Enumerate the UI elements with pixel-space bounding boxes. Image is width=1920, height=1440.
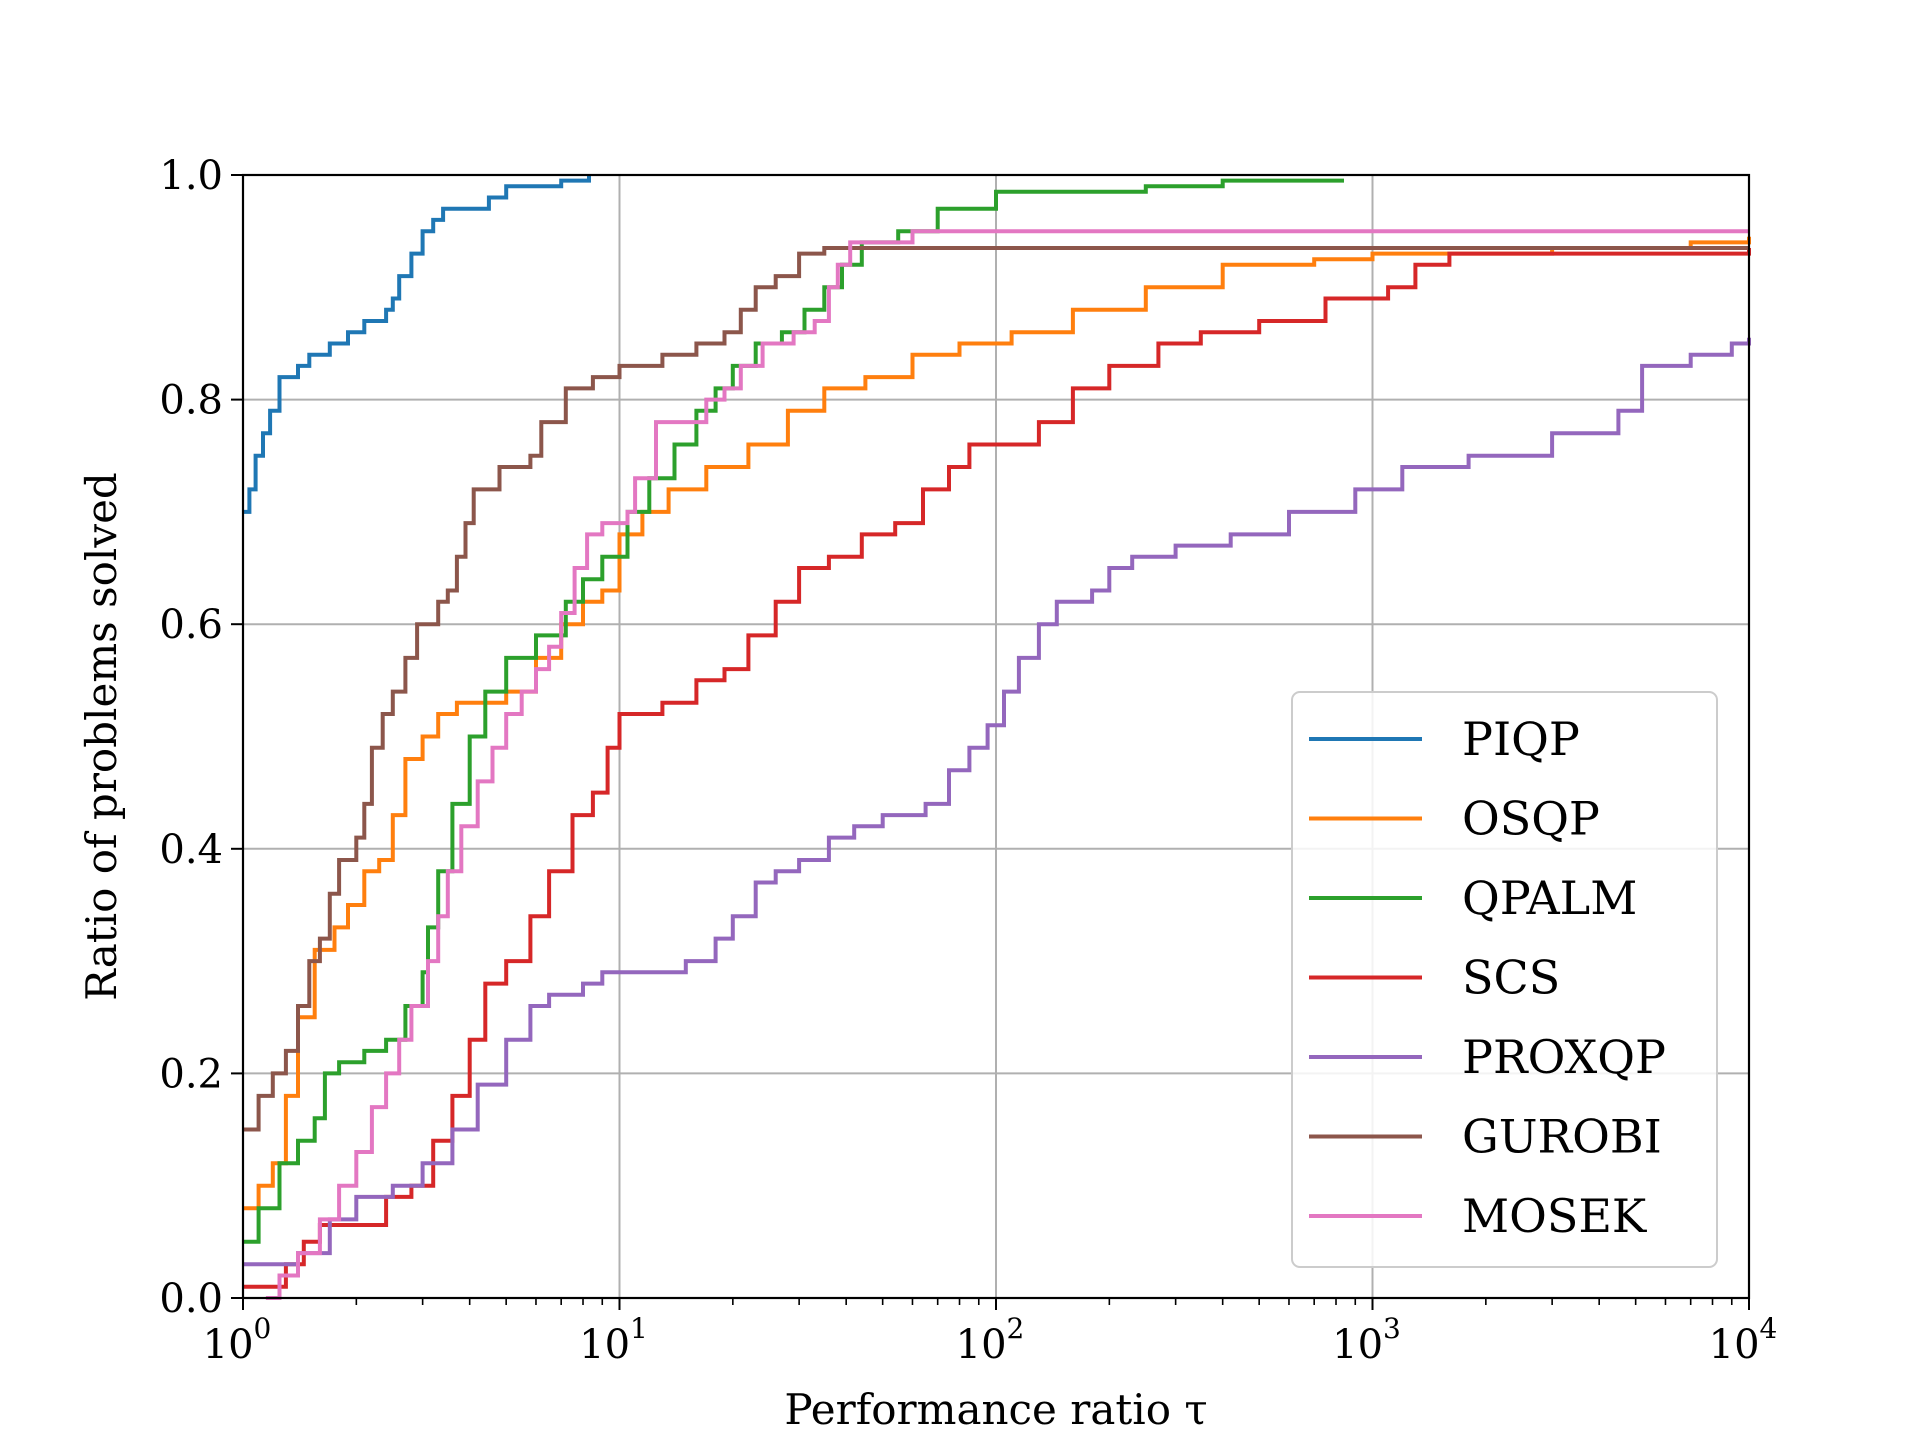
legend-label: SCS bbox=[1462, 951, 1560, 1005]
series-line-osqp bbox=[243, 236, 1751, 1211]
legend-label: QPALM bbox=[1462, 871, 1637, 925]
legend-label: PROXQP bbox=[1462, 1030, 1666, 1084]
series-line-proxqp bbox=[243, 337, 1751, 1267]
series-lines bbox=[243, 175, 1751, 1300]
legend-box bbox=[1291, 691, 1718, 1268]
y-tick-label: 0.2 bbox=[159, 1051, 223, 1097]
x-tick-label: 100 bbox=[203, 1312, 272, 1368]
series-line-gurobi bbox=[243, 246, 1749, 1132]
legend: PIQP OSQP QPALM SCS PROXQP GUROBI MOSEK bbox=[1291, 691, 1718, 1268]
legend-label: OSQP bbox=[1462, 792, 1600, 846]
x-tick-label: 101 bbox=[579, 1312, 648, 1368]
legend-label: MOSEK bbox=[1462, 1189, 1648, 1243]
legend-label: GUROBI bbox=[1462, 1110, 1662, 1164]
x-tick-label: 104 bbox=[1709, 1312, 1778, 1368]
axis-ticks: 100 101 102 103 104 0.0 0.2 0.4 0.6 0.8 1.0 bbox=[159, 153, 1777, 1368]
y-tick-label: 0.0 bbox=[159, 1276, 223, 1322]
y-tick-label: 0.6 bbox=[159, 602, 223, 648]
x-tick-label: 103 bbox=[1332, 1312, 1401, 1368]
y-tick-label: 0.4 bbox=[159, 827, 223, 873]
y-axis-label: Ratio of problems solved bbox=[77, 472, 126, 1001]
series-line-piqp bbox=[243, 175, 591, 514]
y-tick-label: 1.0 bbox=[159, 153, 223, 199]
y-tick-label: 0.8 bbox=[159, 378, 223, 424]
x-axis-label: Performance ratio τ bbox=[784, 1385, 1207, 1434]
legend-label: PIQP bbox=[1462, 712, 1580, 766]
x-tick-label: 102 bbox=[956, 1312, 1025, 1368]
series-line-mosek bbox=[265, 229, 1749, 1300]
